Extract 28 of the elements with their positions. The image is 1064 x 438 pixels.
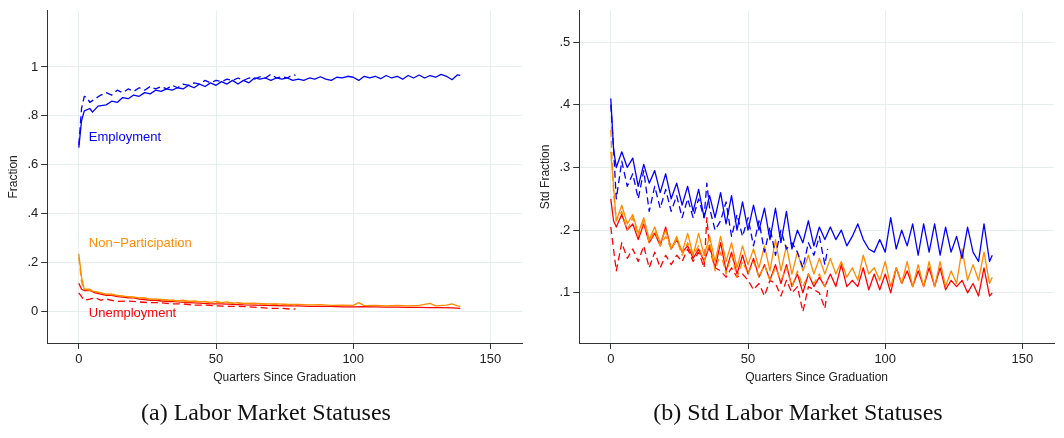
x-tick-label: 150 [1011, 351, 1034, 367]
y-tick-label: .4 [559, 96, 571, 112]
x-tick-label: 100 [874, 351, 897, 367]
y-tick-label: .8 [27, 107, 39, 123]
y-tick-label: .6 [27, 156, 39, 172]
x-tick-label: 0 [607, 351, 615, 367]
y-tick-label: .2 [559, 221, 571, 237]
y-tick-label: .2 [27, 253, 39, 269]
y-tick-label: .4 [27, 205, 39, 221]
x-tick-label: 0 [75, 351, 83, 367]
x-tick-label: 100 [342, 351, 365, 367]
x-axis-title: Quarters Since Graduation [213, 370, 356, 385]
text: (b) Std Labor Market Statuses [653, 399, 943, 426]
x-tick-label: 50 [208, 351, 224, 367]
x-tick-label: 50 [740, 351, 756, 367]
y-tick-label: 0 [31, 302, 39, 318]
y-axis-title: Std Fraction [537, 144, 552, 210]
series-label: Unemployment [88, 304, 177, 320]
y-tick-label: .1 [559, 284, 571, 300]
x-axis-title: Quarters Since Graduation [745, 370, 888, 385]
y-tick-label: .3 [559, 159, 571, 175]
y-tick-label: .5 [559, 33, 571, 49]
text: (a) Labor Market Statuses [141, 399, 391, 426]
series-label: Employment [88, 129, 162, 145]
series-label: Non−Participation [88, 235, 192, 251]
y-axis-title: Fraction [5, 155, 20, 199]
x-tick-label: 150 [479, 351, 502, 367]
y-tick-label: 1 [31, 58, 39, 74]
